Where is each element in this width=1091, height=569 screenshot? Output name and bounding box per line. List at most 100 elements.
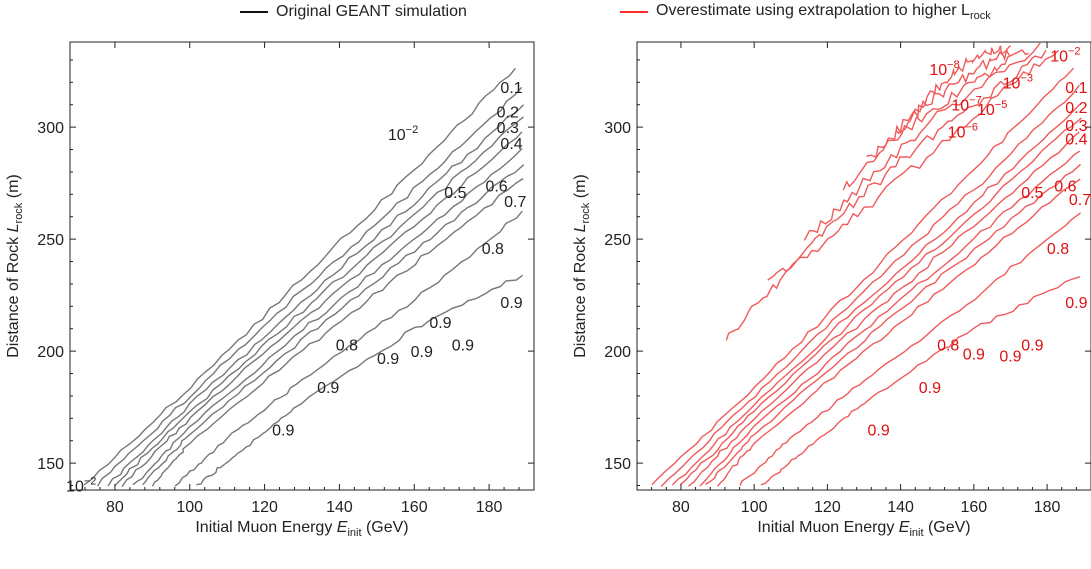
contour-label: 10−2 <box>1050 45 1080 65</box>
x-tick-label: 180 <box>1034 499 1061 516</box>
plot-frame <box>636 41 1091 491</box>
contour-label: 10−2 <box>388 124 418 144</box>
contour-label: 10−5 <box>977 99 1007 119</box>
x-tick-label: 140 <box>326 499 353 516</box>
contour-label: 0.9 <box>919 380 941 397</box>
contour-label: 10−2 <box>66 476 96 496</box>
y-tick-label: 150 <box>37 456 64 473</box>
contour-label: 0.2 <box>497 104 519 121</box>
x-tick-label: 80 <box>672 499 690 516</box>
contour-label: 10−6 <box>948 122 978 142</box>
contour-group <box>83 67 525 488</box>
x-tick-label: 80 <box>106 499 124 516</box>
contour-label: 0.6 <box>485 178 507 195</box>
contour-label: 0.6 <box>1054 178 1076 195</box>
contour-line-6 <box>651 67 1075 486</box>
x-axis-title: Initial Muon Energy Einit (GeV) <box>195 519 408 539</box>
contour-line-8 <box>174 210 523 487</box>
contour-label: 0.4 <box>1065 131 1087 148</box>
contour-label: 0.5 <box>444 185 466 202</box>
legend-label-overestimate-main: Overestimate using extrapolation to high… <box>656 1 970 19</box>
contour-label: 10−3 <box>1003 72 1033 92</box>
contour-line-7 <box>660 84 1080 487</box>
contour-label: 10−8 <box>929 59 959 79</box>
legend-item-overestimate: Overestimate using extrapolation to high… <box>620 2 991 22</box>
x-tick-label: 140 <box>887 499 914 516</box>
contour-label: 0.9 <box>1021 337 1043 354</box>
legend-swatch-overestimate <box>620 11 648 13</box>
contour-label: 0.1 <box>1065 80 1087 97</box>
contour-label: 0.8 <box>336 337 358 354</box>
contour-line-14 <box>739 212 1082 487</box>
contour-line-1 <box>866 48 1011 159</box>
contour-line-7 <box>151 177 524 487</box>
contour-label: 0.3 <box>497 120 519 137</box>
legend-item-original: Original GEANT simulation <box>240 2 467 22</box>
x-tick-label: 180 <box>476 499 503 516</box>
contour-label: 0.3 <box>1065 118 1087 135</box>
contour-label: 0.9 <box>411 344 433 361</box>
contour-line-12 <box>705 163 1082 485</box>
contour-line-2 <box>107 104 525 487</box>
y-tick-label: 150 <box>604 456 631 473</box>
y-axis-title: Distance of Rock Lrock (m) <box>572 174 592 358</box>
contour-line-11 <box>699 150 1081 487</box>
contour-line-4 <box>121 131 523 488</box>
y-tick-label: 250 <box>37 232 64 249</box>
contour-label: 0.2 <box>1065 100 1087 117</box>
contour-line-3 <box>803 42 1041 241</box>
contour-label: 0.9 <box>317 380 339 397</box>
contour-label: 0.7 <box>504 194 526 211</box>
contour-line-2 <box>842 49 1029 191</box>
contour-label: 0.9 <box>500 295 522 312</box>
contour-label: 0.8 <box>937 337 959 354</box>
contour-line-5 <box>132 148 523 486</box>
legend-label-overestimate-sub: rock <box>969 10 991 23</box>
contour-line-10 <box>688 131 1080 487</box>
y-axis-title: Distance of Rock Lrock (m) <box>5 174 25 358</box>
x-tick-label: 120 <box>251 499 278 516</box>
contour-group <box>651 42 1082 487</box>
contour-label: 0.4 <box>500 136 522 153</box>
contour-label: 0.9 <box>1065 295 1087 312</box>
y-tick-label: 200 <box>604 344 631 361</box>
legend-label-overestimate: Overestimate using extrapolation to high… <box>656 2 991 22</box>
y-tick-label: 300 <box>604 120 631 137</box>
y-tick-label: 300 <box>37 120 64 137</box>
contour-line-4 <box>767 49 1047 281</box>
plot-frame <box>69 41 535 491</box>
x-tick-label: 100 <box>176 499 203 516</box>
legend-label-original: Original GEANT simulation <box>276 3 467 20</box>
contour-line-13 <box>716 178 1081 487</box>
x-axis-title: Initial Muon Energy Einit (GeV) <box>757 519 970 539</box>
y-tick-label: 250 <box>604 232 631 249</box>
contour-label: 0.8 <box>1047 241 1069 258</box>
contour-label: 0.7 <box>1069 192 1091 209</box>
contour-line-9 <box>196 274 524 486</box>
legend-swatch-original <box>240 11 268 13</box>
contour-line-9 <box>679 117 1082 486</box>
x-tick-label: 100 <box>741 499 768 516</box>
contour-label: 0.9 <box>377 351 399 368</box>
contour-label: 0.9 <box>452 337 474 354</box>
contour-line-5 <box>725 49 1059 341</box>
y-tick-label: 200 <box>37 344 64 361</box>
contour-label: 0.9 <box>868 423 890 440</box>
x-tick-label: 120 <box>814 499 841 516</box>
contour-label: 0.8 <box>482 241 504 258</box>
x-tick-label: 160 <box>960 499 987 516</box>
contour-line-3 <box>114 116 525 486</box>
contour-line-1 <box>96 86 523 487</box>
chart-panel-right: 80 100 120 140 160 180 150 200 250 300 10−8 10−3 10−… <box>572 41 1091 539</box>
chart-panel-left: 80 100 120 140 160 1801502002503000.10.20.30.… <box>5 41 535 539</box>
contour-line-0 <box>83 67 516 486</box>
contour-label: 10−7 <box>951 95 981 115</box>
contour-label: 0.9 <box>272 423 294 440</box>
contour-label: 0.5 <box>1021 185 1043 202</box>
x-tick-label: 160 <box>401 499 428 516</box>
contour-line-6 <box>142 164 525 486</box>
contour-line-0 <box>895 45 1012 135</box>
contour-label: 0.1 <box>500 80 522 97</box>
contour-line-8 <box>671 104 1081 486</box>
